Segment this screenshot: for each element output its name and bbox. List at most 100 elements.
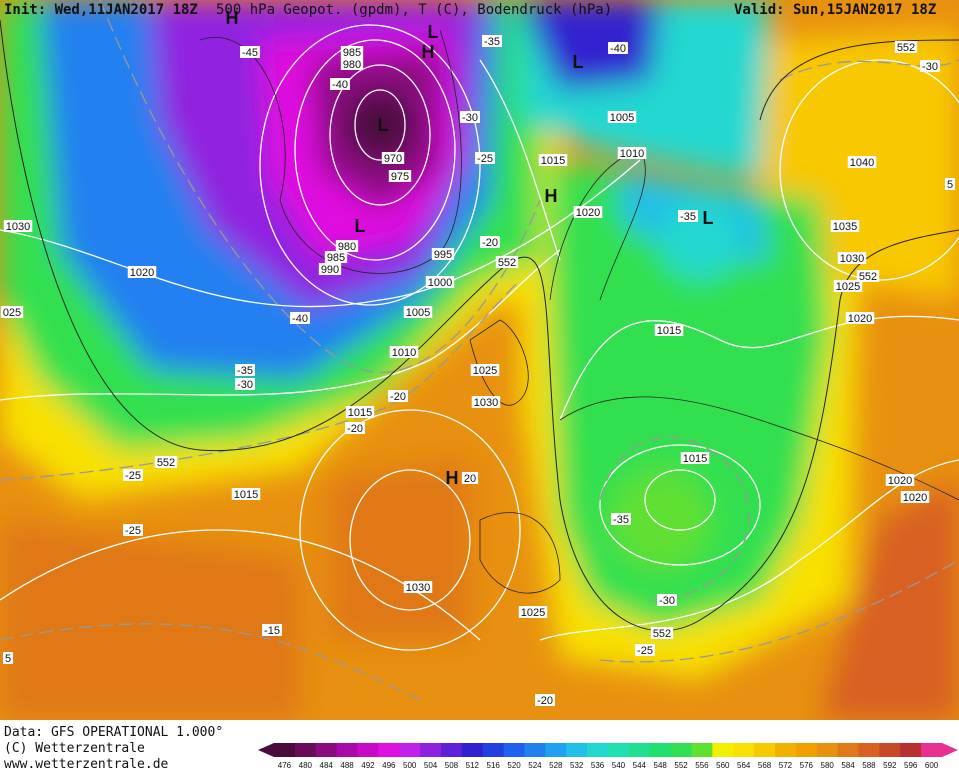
- contour-label: -25: [123, 469, 143, 482]
- contour-label: 980: [335, 240, 359, 253]
- pressure-system: H: [226, 8, 239, 28]
- colorbar-cell: [608, 743, 630, 757]
- colorbar-label: 600: [925, 761, 939, 770]
- contour-label-text: -45: [242, 47, 258, 59]
- contour-label-box: [847, 156, 877, 168]
- contour-label-box: [460, 111, 480, 123]
- map: Init: Wed,11JAN2017 18Z 500 hPa Geopot. …: [0, 0, 959, 720]
- colorbar-label: 544: [633, 761, 647, 770]
- contour-label-text: 1010: [620, 148, 644, 160]
- colorbar-cell: [399, 743, 421, 757]
- contour-label-box: [650, 627, 674, 639]
- contour-label: -40: [608, 42, 628, 55]
- contour-label-box: [607, 111, 637, 123]
- pressure-system: H: [446, 468, 459, 488]
- colorbar-label: 564: [737, 761, 751, 770]
- contour-label-text: -40: [610, 43, 626, 55]
- colorbar-label: 532: [570, 761, 584, 770]
- colorbar-cell: [461, 743, 484, 757]
- contour-label: 1020: [845, 312, 875, 325]
- contour-label: 970: [381, 152, 405, 165]
- contour-label: -25: [123, 524, 143, 537]
- contour-label-box: [235, 364, 255, 376]
- contour-label-text: -20: [537, 695, 553, 707]
- map-title: 500 hPa Geopot. (gpdm), T (C), Bodendruc…: [216, 2, 612, 18]
- contour-label: 1005: [403, 306, 433, 319]
- contour-label-box: [2, 652, 14, 664]
- contour-label-text: -35: [613, 514, 629, 526]
- contour-label: 995: [431, 248, 455, 261]
- contour-label-text: 1030: [840, 253, 864, 265]
- colorbar-label: 492: [361, 761, 375, 770]
- contour-label-text: 1015: [234, 489, 258, 501]
- colorbar-label: 524: [528, 761, 542, 770]
- contour-label: 1015: [538, 154, 568, 167]
- contour-label-text: 1030: [474, 397, 498, 409]
- colorbar-cell: [795, 743, 818, 757]
- contour-label-box: [235, 378, 255, 390]
- colorbar-label: 536: [591, 761, 605, 770]
- contour-label: 990: [318, 263, 342, 276]
- contour-label: 1015: [654, 324, 684, 337]
- colorbar-label: 548: [654, 761, 668, 770]
- colorbar-cell: [315, 743, 338, 757]
- contour-label-text: 1020: [903, 492, 927, 504]
- contour-label-box: [403, 581, 433, 593]
- contour-label: 1030: [471, 396, 501, 409]
- contour-label-box: [480, 236, 500, 248]
- contour-label-text: 1010: [392, 347, 416, 359]
- contour-label: 1010: [617, 147, 647, 160]
- colorbar-arrow-right: [942, 743, 958, 757]
- contour-label-text: 1020: [576, 207, 600, 219]
- colorbar-cell: [503, 743, 525, 757]
- contour-label: 975: [388, 170, 412, 183]
- pressure-system: L: [573, 52, 584, 72]
- contour-label-box: [900, 491, 930, 503]
- contour-label-text: 990: [321, 264, 339, 276]
- contour-label-text: 1020: [848, 313, 872, 325]
- contour-label-box: [611, 513, 631, 525]
- contour-label: 1015: [680, 452, 710, 465]
- pressure-system: L: [428, 22, 439, 42]
- contour-label-text: 1015: [683, 453, 707, 465]
- contour-label-box: [154, 456, 178, 468]
- contour-label-text: 1005: [406, 307, 430, 319]
- contour-label-box: [388, 170, 412, 182]
- contour-label: -15: [262, 624, 282, 637]
- data-source: Data: GFS OPERATIONAL 1.000°: [4, 725, 223, 740]
- contour-label: 1040: [847, 156, 877, 169]
- contour-label-text: 980: [338, 241, 356, 253]
- contour-label-text: 5: [5, 653, 11, 665]
- init-time: Init: Wed,11JAN2017 18Z: [4, 2, 198, 18]
- contour-label-box: [833, 280, 863, 292]
- colorbar-label: 540: [612, 761, 626, 770]
- contour-label: 5: [944, 178, 956, 191]
- colorbar-cell: [587, 743, 609, 757]
- contour-label: 552: [650, 627, 674, 640]
- valid-time: Valid: Sun,15JAN2017 18Z: [734, 2, 936, 18]
- colorbar-label: 476: [278, 761, 292, 770]
- contour-label-box: [944, 178, 956, 190]
- contour-label-text: 1030: [6, 221, 30, 233]
- colorbar-cell: [816, 743, 839, 757]
- contour-label-box: [388, 390, 408, 402]
- colorbar-cell: [900, 743, 922, 757]
- contour-label: 552: [894, 41, 918, 54]
- contour-label-box: [830, 220, 860, 232]
- contour-label: 1020: [127, 266, 157, 279]
- contour-label-text: 025: [3, 307, 21, 319]
- pressure-system: H: [422, 42, 435, 62]
- colorbar-label: 588: [862, 761, 876, 770]
- contour-label-box: [324, 251, 348, 263]
- colorbar-label: 576: [800, 761, 814, 770]
- contour-label-text: 1020: [130, 267, 154, 279]
- contour-label-box: [123, 524, 143, 536]
- contour-label-text: 1030: [406, 582, 430, 594]
- contour-label-box: [635, 644, 655, 656]
- contour-label-text: -40: [332, 79, 348, 91]
- contour-label-text: 1015: [541, 155, 565, 167]
- colorbar-cell: [712, 743, 734, 757]
- colorbar-label: 580: [821, 761, 835, 770]
- contour-label: -30: [657, 594, 677, 607]
- contour-label-text: -40: [292, 313, 308, 325]
